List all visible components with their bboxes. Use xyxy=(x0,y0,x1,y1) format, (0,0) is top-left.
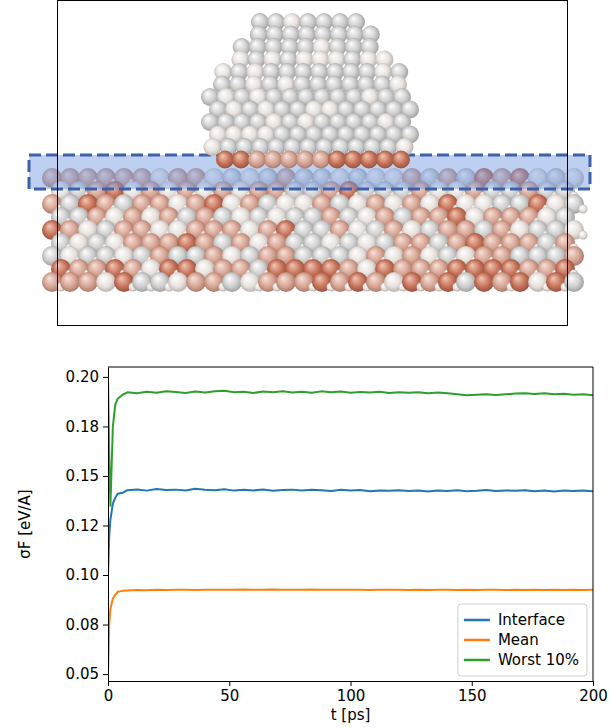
x-tick-mark xyxy=(593,681,594,686)
series-line xyxy=(108,589,593,674)
legend-swatch xyxy=(464,639,490,642)
cluster-atom xyxy=(360,151,378,169)
y-tick: 0.10 xyxy=(66,566,108,584)
y-axis-line xyxy=(108,368,109,682)
y-tick-mark xyxy=(103,476,108,477)
y-tick-mark xyxy=(103,575,108,576)
cluster-atom xyxy=(264,151,282,169)
cluster-atom xyxy=(312,151,330,169)
y-tick: 0.05 xyxy=(66,665,108,683)
x-tick: 200 xyxy=(579,681,608,705)
cluster-atom xyxy=(328,151,346,169)
y-tick-mark xyxy=(103,674,108,675)
legend-label: Interface xyxy=(498,611,565,629)
legend-label: Worst 10% xyxy=(498,651,579,669)
y-tick-mark xyxy=(103,625,108,626)
y-tick-label: 0.12 xyxy=(66,517,99,535)
legend: Interface Mean Worst 10% xyxy=(458,604,587,676)
lines xyxy=(108,375,593,674)
y-tick-label: 0.05 xyxy=(66,665,99,683)
y-axis: 0.05 0.08 0.10 0.12 0.15 0.18 0.20 xyxy=(66,368,109,684)
substrate-atom xyxy=(186,272,206,292)
chart: 0 50 100 150 200 0.05 0.08 0.10 0.12 0.15 0.18 0.20… xyxy=(16,367,608,724)
legend-swatch xyxy=(464,659,490,662)
substrate-atom xyxy=(276,272,296,292)
frame-top xyxy=(108,367,593,368)
cluster-atom xyxy=(280,151,298,169)
y-axis-title: σF [eV/A] xyxy=(16,489,34,558)
cluster-atom xyxy=(248,151,266,169)
y-tick: 0.18 xyxy=(66,418,108,436)
figure: 0 50 100 150 200 0.05 0.08 0.10 0.12 0.15 0.18 0.20… xyxy=(0,0,614,728)
x-tick-mark xyxy=(472,681,473,686)
frame-right xyxy=(593,367,594,681)
substrate-small-atom xyxy=(579,205,588,214)
y-tick: 0.12 xyxy=(66,517,108,535)
y-tick-mark xyxy=(103,377,108,378)
cluster-atom xyxy=(216,151,234,169)
cluster-atom xyxy=(296,151,314,169)
y-tick-label: 0.20 xyxy=(66,368,99,386)
cluster-atom xyxy=(376,151,394,169)
y-tick-mark xyxy=(103,426,108,427)
x-tick: 150 xyxy=(458,681,487,705)
image-frame xyxy=(58,1,568,326)
x-tick-label: 100 xyxy=(337,687,366,705)
substrate-atom xyxy=(510,272,530,292)
x-tick-mark xyxy=(108,681,109,686)
y-tick: 0.08 xyxy=(66,616,108,634)
y-tick-label: 0.15 xyxy=(66,467,99,485)
legend-label: Mean xyxy=(498,631,539,649)
x-axis: 0 50 100 150 200 xyxy=(104,681,608,705)
y-tick-label: 0.18 xyxy=(66,418,99,436)
x-tick-mark xyxy=(229,681,230,686)
x-tick-mark xyxy=(351,681,352,686)
x-tick-label: 0 xyxy=(104,687,114,705)
y-tick-label: 0.08 xyxy=(66,616,99,634)
y-tick-label: 0.10 xyxy=(66,566,99,584)
cluster-atom xyxy=(232,151,250,169)
series-line xyxy=(108,375,593,506)
x-tick: 100 xyxy=(337,681,366,705)
atom-rendering xyxy=(29,13,590,292)
y-tick-mark xyxy=(103,525,108,526)
x-tick: 50 xyxy=(220,681,239,705)
substrate-atom xyxy=(60,272,80,292)
x-tick-label: 150 xyxy=(458,687,487,705)
legend-swatch xyxy=(464,619,490,622)
y-tick: 0.15 xyxy=(66,467,108,485)
x-tick-label: 50 xyxy=(220,687,239,705)
substrate-small-atom xyxy=(579,231,588,240)
cluster-atom xyxy=(344,151,362,169)
x-tick: 0 xyxy=(104,681,114,705)
substrate-atom xyxy=(474,272,494,292)
substrate-atom xyxy=(78,272,98,292)
substrate-atom xyxy=(222,272,242,292)
substrate-atom xyxy=(456,272,476,292)
cluster-atom xyxy=(392,151,410,169)
substrate-atom xyxy=(96,272,116,292)
substrate-atom xyxy=(168,272,188,292)
legend-box xyxy=(458,604,587,676)
y-tick: 0.20 xyxy=(66,368,108,386)
x-axis-title: t [ps] xyxy=(331,706,371,724)
series-line xyxy=(108,489,593,575)
x-tick-label: 200 xyxy=(579,687,608,705)
